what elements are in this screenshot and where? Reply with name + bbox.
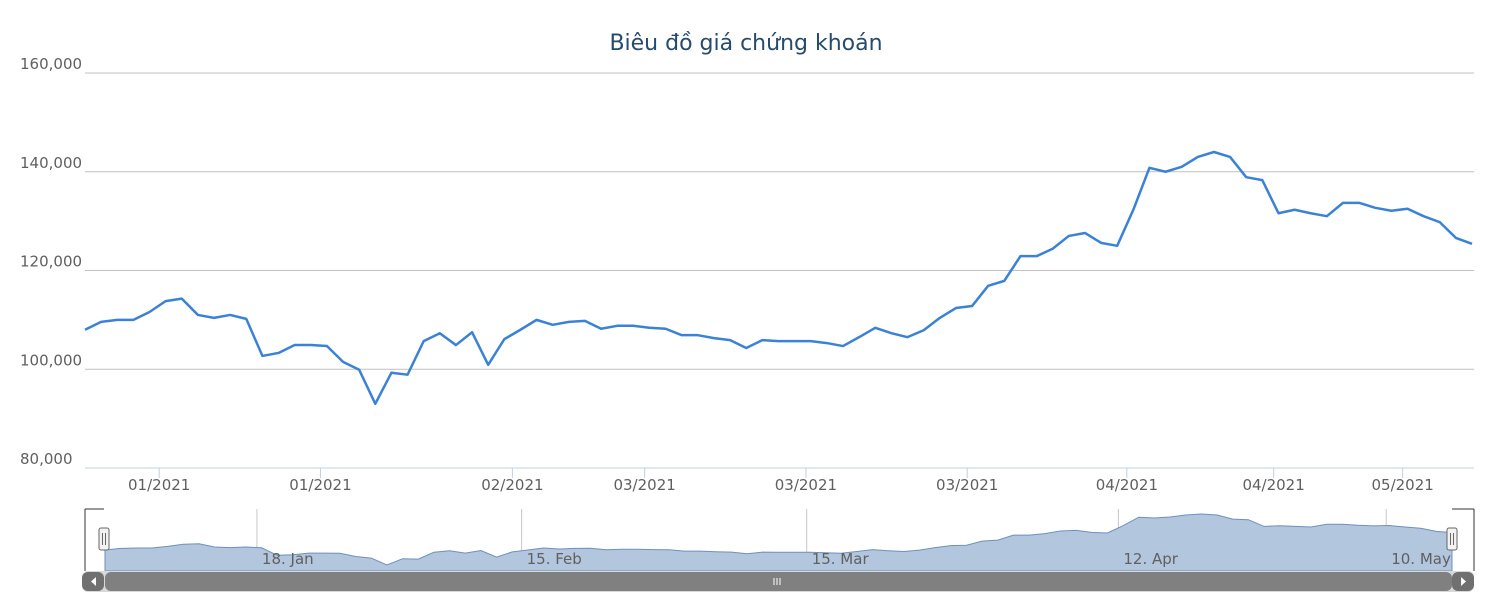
scrollbar-thumb[interactable] bbox=[105, 572, 1452, 591]
navigator-area bbox=[104, 513, 1453, 572]
navigator-tick-label: 10. May bbox=[1391, 550, 1451, 568]
navigator-tick-label: 15. Feb bbox=[527, 550, 582, 568]
y-tick-label: 100,000 bbox=[20, 351, 82, 369]
handle-grip bbox=[1450, 533, 1454, 545]
y-tick-label: 160,000 bbox=[20, 55, 82, 73]
x-tick-label: 03/2021 bbox=[775, 476, 837, 494]
x-tick-label: 02/2021 bbox=[481, 476, 543, 494]
y-tick-label: 80,000 bbox=[20, 450, 73, 468]
navigator: 18. Jan 15. Feb 15. Mar 12. Apr 10. May bbox=[84, 508, 1475, 572]
navigator-tick-label: 15. Mar bbox=[812, 550, 870, 568]
chart-title: Biêu đồ giá chứng khoán bbox=[609, 31, 882, 56]
x-tick-label: 04/2021 bbox=[1096, 476, 1158, 494]
navigator-tick-label: 12. Apr bbox=[1123, 550, 1178, 568]
x-tick-label: 05/2021 bbox=[1371, 476, 1433, 494]
x-tick-label: 03/2021 bbox=[936, 476, 998, 494]
navigator-tick-label: 18. Jan bbox=[262, 550, 314, 568]
scrollbar-grip bbox=[773, 578, 781, 585]
x-tick-label: 03/2021 bbox=[613, 476, 675, 494]
x-tick-label: 01/2021 bbox=[128, 476, 190, 494]
x-tick-label: 04/2021 bbox=[1242, 476, 1304, 494]
scrollbar[interactable] bbox=[82, 571, 1474, 592]
y-tick-label: 140,000 bbox=[20, 154, 82, 172]
y-tick-label: 120,000 bbox=[20, 253, 82, 271]
arrow-right bbox=[1461, 577, 1466, 586]
handle-grip bbox=[102, 533, 106, 545]
navigator-handle[interactable] bbox=[1446, 527, 1458, 551]
navigator-handle[interactable] bbox=[98, 527, 110, 551]
x-tick-label: 01/2021 bbox=[289, 476, 351, 494]
price-line bbox=[84, 150, 1473, 406]
arrow-left bbox=[91, 577, 96, 586]
